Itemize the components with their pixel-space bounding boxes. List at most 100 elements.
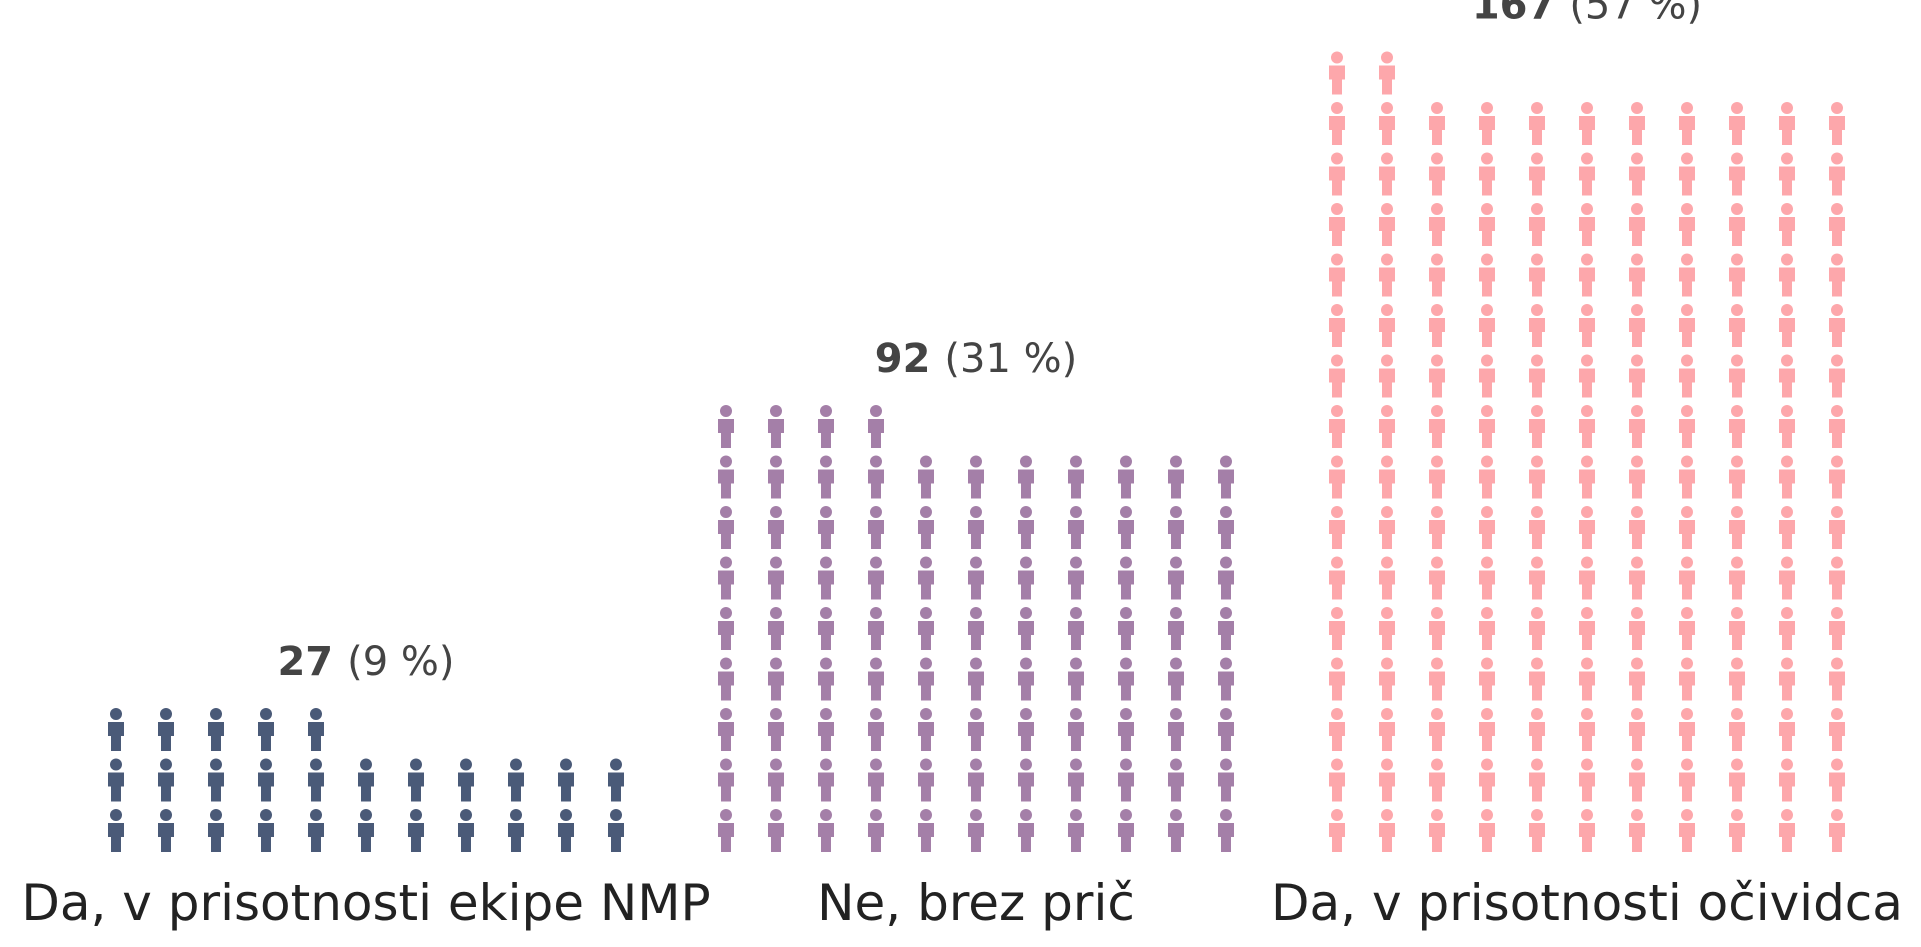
- person-icon: [1429, 607, 1445, 650]
- person-icon: [1679, 304, 1695, 347]
- person-icon: [608, 758, 624, 802]
- person-icon: [1429, 455, 1445, 499]
- person-icon: [1379, 758, 1395, 802]
- person-icon: [1118, 506, 1134, 549]
- person-icon: [1729, 809, 1745, 852]
- person-icon: [818, 657, 834, 701]
- person-icon: [718, 708, 734, 751]
- person-icon: [1629, 758, 1645, 802]
- person-icon: [1018, 607, 1034, 650]
- person-icon: [1729, 405, 1745, 448]
- person-icon: [1429, 708, 1445, 751]
- person-icon: [1329, 657, 1345, 701]
- person-icon: [1018, 708, 1034, 751]
- person-icon: [1118, 657, 1134, 701]
- person-icon: [1779, 253, 1795, 297]
- person-icon: [1679, 607, 1695, 650]
- person-icon: [1829, 657, 1845, 701]
- pictogram-group-3: [1329, 51, 1845, 852]
- person-icon: [1529, 556, 1545, 600]
- person-icon: [108, 708, 124, 751]
- pictogram-group-2: [718, 405, 1234, 852]
- person-icon: [1529, 152, 1545, 196]
- value-number: 27: [277, 639, 333, 685]
- person-icon: [1479, 758, 1495, 802]
- person-icon: [868, 708, 884, 751]
- person-icon: [1068, 708, 1084, 751]
- person-icon: [968, 809, 984, 852]
- person-icon: [1218, 556, 1234, 600]
- person-icon: [1429, 506, 1445, 549]
- person-icon: [868, 455, 884, 499]
- person-icon: [1529, 758, 1545, 802]
- person-icon: [818, 405, 834, 448]
- person-icon: [1829, 304, 1845, 347]
- person-icon: [1479, 203, 1495, 246]
- person-icon: [718, 657, 734, 701]
- person-icon: [1329, 304, 1345, 347]
- person-icon: [868, 556, 884, 600]
- person-icon: [768, 506, 784, 549]
- person-icon: [918, 657, 934, 701]
- person-icon: [1379, 405, 1395, 448]
- person-icon: [868, 809, 884, 852]
- person-icon: [1829, 102, 1845, 145]
- person-icon: [1329, 506, 1345, 549]
- person-icon: [1779, 203, 1795, 246]
- person-icon: [1379, 506, 1395, 549]
- person-icon: [1379, 657, 1395, 701]
- person-icon: [1829, 607, 1845, 650]
- person-icon: [1629, 809, 1645, 852]
- person-icon: [1118, 455, 1134, 499]
- person-icon: [818, 607, 834, 650]
- person-icon: [1729, 758, 1745, 802]
- category-label: Da, v prisotnosti očividca: [1271, 874, 1903, 932]
- person-icon: [1529, 809, 1545, 852]
- person-icon: [718, 455, 734, 499]
- person-icon: [1829, 152, 1845, 196]
- person-icon: [1629, 556, 1645, 600]
- value-label: 27 (9 %): [277, 639, 454, 685]
- person-icon: [1429, 203, 1445, 246]
- person-icon: [1329, 607, 1345, 650]
- person-icon: [1118, 809, 1134, 852]
- person-icon: [1579, 708, 1595, 751]
- person-icon: [308, 758, 324, 802]
- person-icon: [718, 607, 734, 650]
- person-icon: [718, 809, 734, 852]
- person-icon: [1529, 455, 1545, 499]
- person-icon: [1479, 152, 1495, 196]
- person-icon: [718, 758, 734, 802]
- person-icon: [818, 556, 834, 600]
- person-icon: [1629, 657, 1645, 701]
- person-icon: [1579, 809, 1595, 852]
- person-icon: [1479, 708, 1495, 751]
- person-icon: [1329, 556, 1345, 600]
- person-icon: [1479, 607, 1495, 650]
- pictogram-group-1: [108, 708, 624, 852]
- person-icon: [1018, 758, 1034, 802]
- person-icon: [1168, 556, 1184, 600]
- person-icon: [1429, 304, 1445, 347]
- person-icon: [1068, 455, 1084, 499]
- person-icon: [1829, 354, 1845, 398]
- person-icon: [158, 809, 174, 852]
- person-icon: [1679, 657, 1695, 701]
- person-icon: [1168, 455, 1184, 499]
- person-icon: [768, 708, 784, 751]
- person-icon: [1018, 657, 1034, 701]
- person-icon: [1329, 708, 1345, 751]
- person-icon: [1329, 405, 1345, 448]
- value-number: 167: [1472, 0, 1556, 29]
- person-icon: [1329, 455, 1345, 499]
- person-icon: [818, 506, 834, 549]
- person-icon: [1429, 758, 1445, 802]
- person-icon: [968, 455, 984, 499]
- person-icon: [768, 607, 784, 650]
- person-icon: [1379, 304, 1395, 347]
- person-icon: [1218, 657, 1234, 701]
- person-icon: [1429, 102, 1445, 145]
- person-icon: [918, 506, 934, 549]
- person-icon: [1679, 556, 1695, 600]
- person-icon: [1579, 203, 1595, 246]
